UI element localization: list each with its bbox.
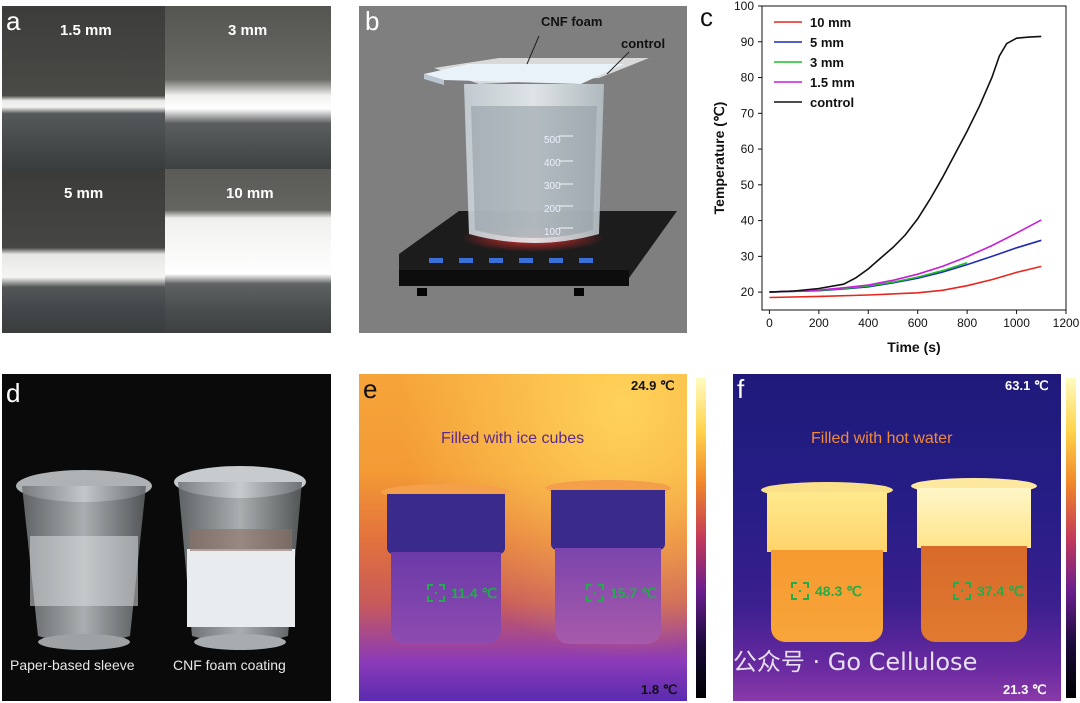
- cnf-foam-sheet: [424, 64, 624, 84]
- cups-photo: [16, 466, 306, 650]
- y-tick-label: 30: [741, 249, 755, 263]
- legend-label: 3 mm: [810, 55, 844, 70]
- x-tick-label: 0: [766, 316, 773, 330]
- panel-b-label: b: [365, 6, 380, 36]
- cnf-coating-caption: CNF foam coating: [173, 657, 286, 673]
- hot-cup-left: [761, 482, 893, 642]
- panel-d-label: d: [6, 378, 21, 408]
- plot-frame: [761, 5, 1067, 311]
- y-tick-label: 90: [741, 35, 755, 49]
- hot-water-title: Filled with hot water: [811, 430, 953, 447]
- min-temp-label: 1.8 ℃: [641, 682, 678, 697]
- x-tick-label: 1200: [1053, 316, 1080, 330]
- watermark-text: 公众号 · Go Cellulose: [732, 648, 978, 676]
- legend-label: 5 mm: [810, 35, 844, 50]
- right-cup-temp: 15.7 ℃: [610, 585, 657, 601]
- legend-label: 10 mm: [810, 15, 851, 30]
- colorbar-f: [1066, 378, 1076, 698]
- y-tick-label: 20: [741, 285, 755, 299]
- beaker-mark: 300: [544, 181, 561, 192]
- y-tick-label: 50: [741, 178, 755, 192]
- panel-c-chart: c 0 200 400 600 800 1000 1200 20 30 40 50 60 70 80 90 1…: [700, 0, 1080, 360]
- beaker-mark: 200: [544, 204, 561, 215]
- panel-e-thermal-cold: e 24.9 ℃ 1.8 ℃ Filled with ice cubes 11.…: [359, 374, 687, 701]
- x-tick-label: 800: [957, 316, 977, 330]
- x-axis-label: Time (s): [887, 339, 940, 355]
- thickness-label-10mm: 10 mm: [226, 185, 274, 202]
- cnf-foam-label: CNF foam: [541, 14, 603, 29]
- panel-b-setup: b CNF foam control 500 400 300 200 100: [359, 6, 687, 333]
- y-tick-label: 70: [741, 106, 755, 120]
- y-tick-label: 40: [741, 214, 755, 228]
- left-cup-temp: 48.3 ℃: [815, 583, 862, 599]
- y-axis-label: Temperature (℃): [711, 102, 727, 215]
- hot-cup-right: [911, 478, 1037, 642]
- max-temp-label: 63.1 ℃: [1005, 378, 1049, 393]
- y-tick-label: 80: [741, 71, 755, 85]
- x-tick-label: 400: [858, 316, 878, 330]
- sample-strip-10mm: [165, 169, 331, 333]
- temperature-chart: 0 200 400 600 800 1000 1200 20 30 40 50 60 70 80 90 100…: [711, 0, 1080, 355]
- wechat-icon: ◎: [706, 651, 726, 676]
- panel-f-thermal-hot: f 63.1 ℃ 21.3 ℃ Filled with hot water 48…: [733, 374, 1061, 701]
- beaker-mark: 100: [544, 227, 561, 238]
- measure-box-icon: [586, 584, 604, 602]
- y-tick-label: 100: [734, 0, 754, 13]
- series-line-5-mm: [769, 239, 1042, 293]
- max-temp-label: 24.9 ℃: [631, 378, 675, 393]
- x-tick-label: 600: [908, 316, 928, 330]
- thickness-label-5mm: 5 mm: [64, 185, 104, 202]
- beaker-mark: 500: [544, 135, 561, 146]
- y-tick-label: 60: [741, 142, 755, 156]
- legend-label: 1.5 mm: [810, 75, 855, 90]
- sample-strip-5mm: [2, 169, 165, 333]
- sample-strip-3mm: [165, 6, 331, 169]
- beaker-marks: 500 400 300 200 100: [544, 129, 561, 244]
- thickness-label-1-5mm: 1.5 mm: [60, 22, 112, 39]
- right-cup-temp: 37.4 ℃: [977, 583, 1024, 599]
- cold-cup-left: [381, 484, 511, 644]
- measure-box-icon: [791, 582, 809, 600]
- cold-cup-right: [545, 480, 671, 644]
- panel-a-photo: a 1.5 mm 3 mm 5 mm 10 mm: [2, 6, 331, 333]
- colorbar-e: [696, 378, 706, 698]
- panel-e-label: e: [363, 374, 378, 404]
- series-line-control: [769, 35, 1042, 293]
- panel-f-label: f: [737, 374, 745, 404]
- series-line-1-5-mm: [769, 219, 1042, 293]
- watermark: ◎ 公众号 · Go Cellulose: [706, 642, 977, 677]
- heating-setup-illustration: [399, 35, 677, 296]
- series-line-10-mm: [769, 265, 1042, 299]
- panel-d-photo: d Paper-based sleeve CNF foam coating: [2, 374, 331, 701]
- thickness-label-3mm: 3 mm: [228, 22, 268, 39]
- ice-cubes-title: Filled with ice cubes: [441, 430, 585, 447]
- beaker-mark: 400: [544, 158, 561, 169]
- panel-a-label: a: [6, 6, 21, 36]
- control-label: control: [621, 36, 666, 51]
- legend-label: control: [810, 95, 854, 110]
- paper-sleeve-caption: Paper-based sleeve: [10, 657, 135, 673]
- sample-strip-1-5mm: [2, 6, 165, 169]
- measure-box-icon: [427, 584, 445, 602]
- min-temp-label: 21.3 ℃: [1003, 682, 1047, 697]
- left-cup-temp: 11.4 ℃: [451, 585, 498, 601]
- x-tick-label: 1000: [1003, 316, 1030, 330]
- measure-box-icon: [953, 582, 971, 600]
- panel-c-label: c: [700, 2, 713, 32]
- x-tick-label: 200: [809, 316, 829, 330]
